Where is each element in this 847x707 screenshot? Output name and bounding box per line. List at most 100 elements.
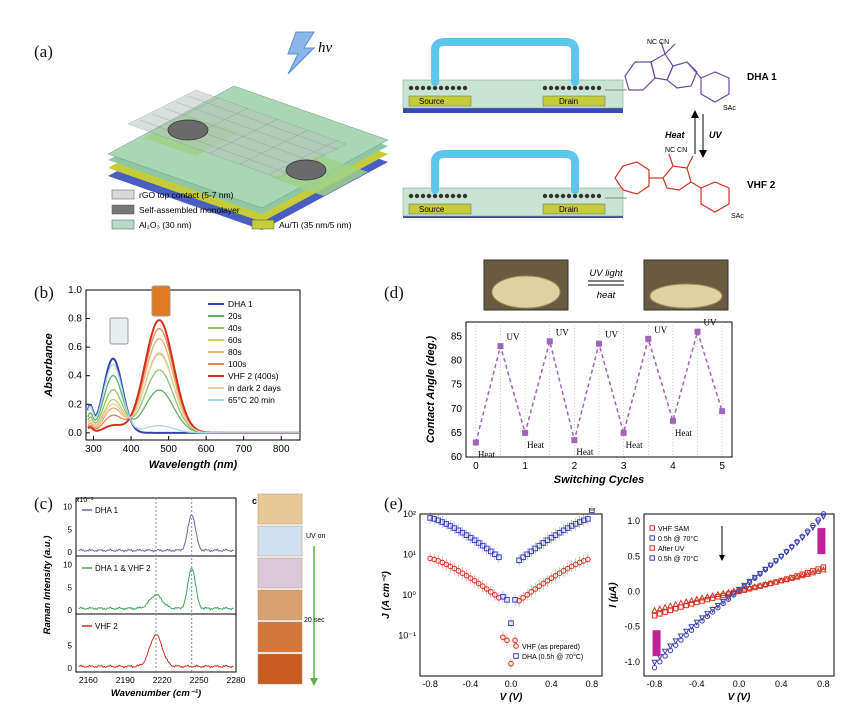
data-point <box>777 553 785 561</box>
y-axis-label: Raman Intensity (a.u.) <box>42 536 53 635</box>
vial-dha-icon <box>109 317 129 345</box>
x-tick-label: 400 <box>123 444 140 455</box>
data-point <box>788 544 796 552</box>
sam-dot <box>420 85 426 91</box>
y-tick-label: 1.0 <box>627 516 640 526</box>
shift-arrow-left <box>652 630 661 657</box>
panel-b-letter: (b) <box>34 283 54 302</box>
panel-e-letter: (e) <box>384 494 403 513</box>
data-point <box>672 600 679 607</box>
legend-label-1: 20s <box>228 311 242 321</box>
panel-a-letter: (a) <box>34 42 53 61</box>
y-tick-label: 70 <box>451 404 463 415</box>
drain-electrode <box>542 203 606 215</box>
data-point <box>756 570 764 578</box>
dha-label: DHA 1 <box>747 72 777 83</box>
data-point <box>694 599 700 606</box>
data-point <box>661 603 669 610</box>
sam-dot <box>572 85 578 91</box>
point-label: UV <box>506 332 519 342</box>
sam-dot <box>444 193 450 199</box>
y-axis-label: J (A cm⁻²) <box>381 570 392 618</box>
legend-marker <box>649 555 655 561</box>
data-point <box>793 540 801 547</box>
point-label: UV <box>556 327 569 337</box>
chart-d: UV light heat 0 1 2 3 4 5 60 65 70 75 80 85 Heat UV Heat… <box>425 259 733 486</box>
legend-label-8: 65°C 20 min <box>228 395 275 405</box>
data-point <box>725 596 732 602</box>
data-point <box>427 515 433 521</box>
data-point <box>516 598 522 604</box>
heat-arrowhead <box>691 110 699 118</box>
data-point <box>772 578 780 585</box>
y-tick-label: -0.5 <box>624 622 640 632</box>
point-label: Heat <box>626 440 643 450</box>
data-point <box>783 549 790 556</box>
y-tick-label: 75 <box>451 380 463 391</box>
photo-frame-2 <box>257 557 303 589</box>
sam-dot <box>596 85 602 91</box>
sam-dot <box>566 85 572 91</box>
uv-arrowhead <box>699 150 707 158</box>
sam-dot <box>456 85 462 91</box>
legend-label-5: 100s <box>228 359 246 369</box>
y-tick-label: 5 <box>68 583 73 592</box>
data-point <box>520 554 526 561</box>
data-point <box>483 586 490 592</box>
data-point <box>471 577 478 584</box>
y-tick-label: 10² <box>403 509 416 519</box>
sam-dot <box>432 193 438 199</box>
point-label: Heat <box>478 450 495 460</box>
uv-label: UV <box>709 130 722 140</box>
data-point <box>804 570 811 577</box>
y-tick-label: 5 <box>68 525 73 534</box>
rgo-arch <box>431 150 579 194</box>
legend-arrowhead <box>719 555 725 561</box>
legend-label-7: in dark 2 days <box>228 383 281 393</box>
data-point <box>709 591 716 599</box>
point-label: UV <box>704 318 717 328</box>
data-point <box>487 589 494 595</box>
data-point <box>709 609 716 615</box>
data-point <box>699 598 705 604</box>
chart-b: 300 400 500 600 700 800 0.0 0.2 0.4 0.6 0.8 1.0 Wave… <box>43 285 301 471</box>
data-point <box>589 508 595 514</box>
data-point <box>714 590 722 598</box>
data-point <box>693 595 701 602</box>
data-point <box>435 517 442 524</box>
y-tick-label: 80 <box>451 356 463 367</box>
rgo-arch <box>431 38 579 86</box>
sam-dot <box>444 85 450 91</box>
legend-swatch-0 <box>111 189 135 200</box>
uv-light-label: UV light <box>589 268 623 279</box>
data-point <box>804 569 811 576</box>
x-tick-label: 2280 <box>227 675 246 685</box>
sam-dot <box>450 85 456 91</box>
data-point <box>709 606 716 614</box>
data-point <box>431 516 437 522</box>
data-point <box>751 574 759 582</box>
data-point <box>799 572 806 579</box>
data-point <box>540 580 547 587</box>
y-axis-label: I (µA) <box>608 582 619 608</box>
droplet-left <box>491 275 561 309</box>
vial-vhf-icon <box>151 285 171 317</box>
legend-label-2: Al₂O₃ (30 nm) <box>139 220 192 230</box>
droplet-right <box>649 283 723 309</box>
data-point <box>746 578 753 586</box>
data-point <box>651 613 658 619</box>
y-tick-label: 10¹ <box>403 550 416 560</box>
point-label: UV <box>605 330 618 340</box>
x-tick-label: 2220 <box>153 675 172 685</box>
contact-angle-point <box>620 429 627 436</box>
x-axis-label: Wavenumber (cm⁻¹) <box>111 688 201 699</box>
scale-label: x10⁻³ <box>76 497 94 504</box>
y-tick-label: 0 <box>68 606 73 615</box>
x-axis-label: V (V) <box>728 692 751 703</box>
data-point <box>714 602 722 610</box>
x-tick-label: 700 <box>235 444 252 455</box>
photo-frame-3 <box>257 589 303 621</box>
data-point <box>698 594 706 601</box>
contact-angle-point <box>719 408 726 415</box>
data-point <box>783 576 790 583</box>
